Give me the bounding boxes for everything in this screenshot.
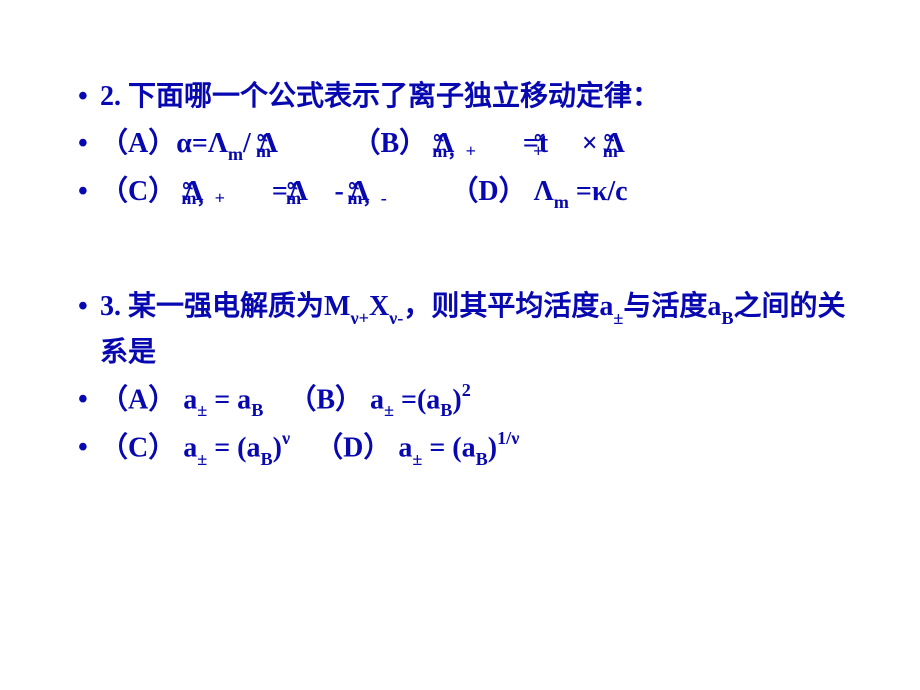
q2-prompt: 2. 下面哪一个公式表示了离子独立移动定律：	[100, 81, 660, 112]
q2-prompt-line: •2. 下面哪一个公式表示了离子独立移动定律：	[55, 75, 865, 120]
q3-A-s1: ±	[197, 400, 207, 420]
question-2: •2. 下面哪一个公式表示了离子独立移动定律： •（A）α=Λm/ Λ∝m（B）…	[55, 75, 865, 215]
q3-p3: ，则其平均活度a	[403, 291, 613, 322]
q3-ps1: ν+	[350, 308, 369, 328]
q3-A-t2: = a	[207, 384, 251, 415]
q2-B-ss3: ∝m	[625, 131, 645, 159]
q3-B-s1: ±	[384, 400, 394, 420]
q3-B-t3: )	[452, 384, 461, 415]
q2-D-label: （D）	[450, 176, 526, 207]
q3-A-s2: B	[251, 400, 263, 420]
q3-D-t1: a	[391, 432, 412, 463]
q3-prompt-line: •3. 某一强电解质为Mν+Xν-，则其平均活度a±与活度aB之间的关系是	[55, 285, 865, 376]
q3-options-line-1: •（A） a± = aB（B） a± =(aB)2	[55, 378, 865, 424]
q3-D-label: （D）	[315, 432, 391, 463]
q3-B-label: （B）	[288, 384, 363, 415]
q3-D-t3: )	[488, 432, 497, 463]
q2-B-label: （B）	[353, 128, 428, 159]
q3-p4: 与活度a	[623, 291, 721, 322]
q3-options-line-2: •（C） a± = (aB)ν（D） a± = (aB)1/ν	[55, 426, 865, 472]
q3-p2: X	[369, 291, 389, 322]
q3-ps4: B	[721, 308, 733, 328]
q2-C-ss3: ∝m，-	[369, 179, 425, 207]
q3-D-t2: = (a	[422, 432, 475, 463]
q2-options-line-1: •（A）α=Λm/ Λ∝m（B） Λ∝m，+ =t ∝+ × Λ∝m	[55, 122, 865, 168]
q3-B-t2: =(a	[394, 384, 440, 415]
q3-D-s1: ±	[412, 449, 422, 469]
q3-B-s2: B	[440, 400, 452, 420]
q2-A-label: （A）	[100, 128, 176, 159]
q3-B-p3: 2	[462, 380, 471, 400]
q3-p1: 3. 某一强电解质为M	[100, 291, 350, 322]
q2-A-s1: m	[228, 144, 243, 164]
bullet: •	[78, 170, 100, 215]
bullet: •	[78, 285, 100, 330]
q3-D-s2: B	[476, 449, 488, 469]
q3-ps3: ±	[613, 308, 623, 328]
q3-C-s2: B	[261, 449, 273, 469]
q3-C-s1: ±	[197, 449, 207, 469]
q2-options-line-2: •（C） Λ∝m，+ =Λ∝m - Λ∝m，-（D） Λm =κ/c	[55, 170, 865, 216]
q3-C-t2: = (a	[207, 432, 260, 463]
question-3: •3. 某一强电解质为Mν+Xν-，则其平均活度a±与活度aB之间的关系是 •（…	[55, 285, 865, 472]
q2-C-ss1: ∝m，+	[203, 179, 265, 207]
bullet: •	[78, 75, 100, 120]
q2-C-label: （C）	[100, 176, 176, 207]
q3-C-p3: ν	[282, 428, 290, 448]
q2-D-t2: =κ/c	[569, 176, 628, 207]
bullet: •	[78, 378, 100, 423]
q3-A-t1: a	[176, 384, 197, 415]
q2-B-ss2: ∝+	[555, 131, 575, 159]
q2-B-ss1: ∝m，+	[454, 131, 516, 159]
bullet: •	[78, 122, 100, 167]
q3-C-t3: )	[273, 432, 282, 463]
q3-A-label: （A）	[100, 384, 176, 415]
q2-A-t1: α=Λ	[176, 128, 228, 159]
q2-C-ss2: ∝m	[308, 179, 328, 207]
q3-B-t1: a	[363, 384, 384, 415]
q3-C-label: （C）	[100, 432, 176, 463]
q2-D-s1: m	[554, 192, 569, 212]
q3-C-t1: a	[176, 432, 197, 463]
q2-A-ss2: ∝m	[278, 131, 298, 159]
q3-ps2: ν-	[389, 308, 403, 328]
bullet: •	[78, 426, 100, 471]
q3-D-p3: 1/ν	[497, 428, 519, 448]
q2-D-t1: Λ	[527, 176, 554, 207]
